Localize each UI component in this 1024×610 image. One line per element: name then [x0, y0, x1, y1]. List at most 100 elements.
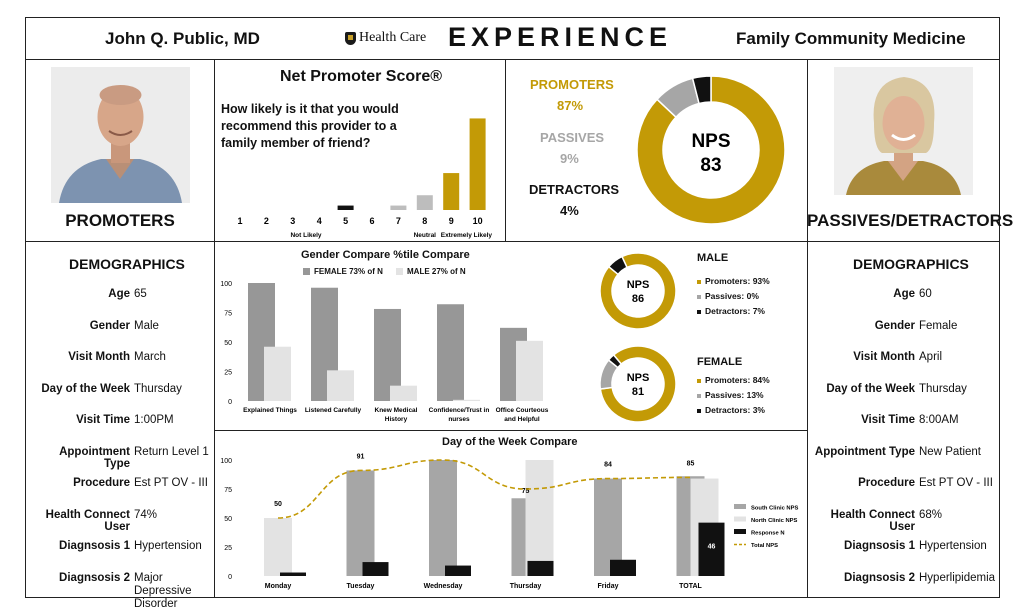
north-clinic-bar [264, 518, 292, 576]
response-n-bar [698, 522, 725, 576]
nps-scale-tick: 1 [237, 216, 242, 226]
left-demographics-row: Appointment Type Return Level 1 [30, 446, 209, 470]
gender-compare-chart: 0 25 50 75 100 Explained Things Listened Caref… [220, 281, 549, 423]
right-demographics-panel [807, 241, 1000, 598]
south-clinic-bar [346, 470, 375, 576]
gender-category-label: Office Courteous [496, 407, 549, 414]
male-promoters-item: Promoters: 93% [697, 274, 770, 289]
left-demographics-key: Appointment Type [59, 445, 130, 470]
detractors-summary-label: DETRACTORS [529, 182, 620, 197]
passives-summary-label: PASSIVES [540, 130, 605, 145]
left-demographics-key: Procedure [73, 477, 130, 489]
left-demographics-row: Visit Month March [30, 351, 166, 364]
female-bar [437, 304, 464, 401]
left-demographics-row: Diagnsosis 2 Major Depressive Disorder [30, 572, 220, 610]
dow-category-label: Wednesday [424, 583, 463, 590]
dow-legend-swatch [734, 516, 746, 522]
nps-scale-tick: 4 [317, 216, 322, 226]
total-nps-label: 91 [357, 453, 365, 460]
nps-scale-tick: 8 [422, 216, 427, 226]
right-demographics-value: 60 [919, 288, 932, 300]
nps-scale-tick: 5 [343, 216, 348, 226]
female-nps-value: 81 [632, 386, 644, 398]
left-demographics-key: Health Connect User [45, 508, 130, 533]
female-nps-label: NPS [627, 372, 650, 384]
left-demographics-key: Visit Time [76, 414, 130, 426]
right-demographics-value: Female [919, 319, 958, 332]
male-nps-label: NPS [627, 279, 650, 291]
response-n-bar [610, 559, 636, 576]
left-demographics-key: Visit Month [68, 351, 130, 363]
dow-category-label: TOTAL [679, 583, 702, 590]
right-demographics-row: Health Connect User 68% [812, 509, 942, 533]
total-nps-label: 100 [437, 448, 449, 450]
left-demographics-key: Diagnsosis 2 [59, 571, 130, 584]
response-n-bar [280, 572, 306, 576]
left-demographics-value: Return Level 1 [134, 445, 209, 458]
female-bar [374, 308, 401, 401]
nps-score-bar [469, 118, 486, 210]
dow-y-tick: 100 [220, 458, 232, 465]
right-demographics-row: Visit Time 8:00AM [812, 414, 959, 427]
right-demographics-row: Day of the Week Thursday [812, 383, 967, 396]
nps-question-text: How likely is it that you would recommen… [221, 102, 399, 150]
nps-score-bar [390, 205, 407, 210]
nps-scale-tick: 6 [369, 216, 374, 226]
male-passives-item: Passives: 0% [697, 289, 770, 304]
nps-score-distribution-chart: 1 2 3 4 5 6 7 8 9 10 Not Likely Neutral Extremely Li… [237, 118, 492, 239]
passives-summary-value: 9% [560, 151, 579, 166]
gender-compare-title: Gender Compare %tile Compare [301, 249, 470, 261]
nps-score-bar [416, 195, 433, 210]
right-demographics-key: Procedure [858, 477, 915, 489]
male-donut-segment [599, 252, 677, 330]
right-demographics-key: Diagnsosis 1 [844, 540, 915, 552]
right-demographics-title: DEMOGRAPHICS [853, 256, 969, 272]
left-demographics-value: March [134, 351, 166, 363]
gender-legend-female: FEMALE 73% of N [303, 267, 383, 276]
total-nps-label: 75 [522, 488, 530, 495]
male-bar [327, 370, 354, 401]
male-bar [453, 399, 480, 401]
dow-legend-swatch [734, 529, 746, 534]
dow-y-tick: 0 [228, 574, 232, 581]
promoters-summary-label: PROMOTERS [530, 77, 614, 92]
response-n-bar [445, 565, 471, 576]
male-title: MALE [697, 252, 729, 264]
total-nps-label: 85 [687, 460, 695, 467]
right-demographics-row: Procedure Est PT OV - III [812, 477, 993, 490]
detractors-summary-value: 4% [560, 203, 579, 218]
nps-scale-tick: 7 [396, 216, 401, 226]
promoters-summary-value: 87% [557, 98, 584, 113]
gender-category-label: History [385, 416, 408, 423]
dow-legend-label: Total NPS [751, 543, 778, 549]
right-demographics-row: Diagnsosis 2 Hyperlipidemia [812, 572, 995, 585]
female-legend: Promoters: 84% Passives: 13% Detractors:… [697, 373, 770, 418]
left-demographics-value: Est PT OV - III [134, 477, 208, 489]
nps-donut-label: NPS [691, 131, 730, 152]
right-demographics-row: Diagnsosis 1 Hypertension [812, 540, 987, 553]
dow-y-tick: 25 [224, 545, 232, 552]
response-n-bar [362, 562, 389, 576]
right-demographics-row: Age 60 [812, 288, 932, 301]
male-nps-value: 86 [632, 293, 644, 305]
total-nps-line [277, 459, 691, 519]
right-demographics-row: Visit Month April [812, 351, 942, 364]
right-demographics-value: Thursday [919, 382, 967, 395]
right-demographics-value: April [919, 351, 943, 363]
left-demographics-value: 65 [134, 288, 147, 300]
right-demographics-key: Gender [874, 319, 915, 332]
total-nps-label: 50 [274, 501, 282, 508]
right-demographics-key: Visit Month [853, 351, 915, 363]
left-demographics-row: Age 65 [30, 288, 147, 301]
nps-scale-tick: 10 [473, 216, 483, 226]
right-demographics-key: Appointment Type [814, 445, 915, 458]
left-demographics-row: Procedure Est PT OV - III [30, 477, 208, 490]
logo-text: Health Care [359, 30, 427, 45]
gender-category-label: and Helpful [504, 416, 540, 423]
male-donut-segment [607, 255, 629, 276]
gender-y-tick: 50 [224, 340, 232, 347]
nps-title: Net Promoter Score® [280, 68, 443, 85]
nps-donut-chart: NPS 83 [636, 75, 786, 225]
right-demographics-value: Hypertension [919, 540, 987, 552]
passive-photo [834, 67, 973, 195]
